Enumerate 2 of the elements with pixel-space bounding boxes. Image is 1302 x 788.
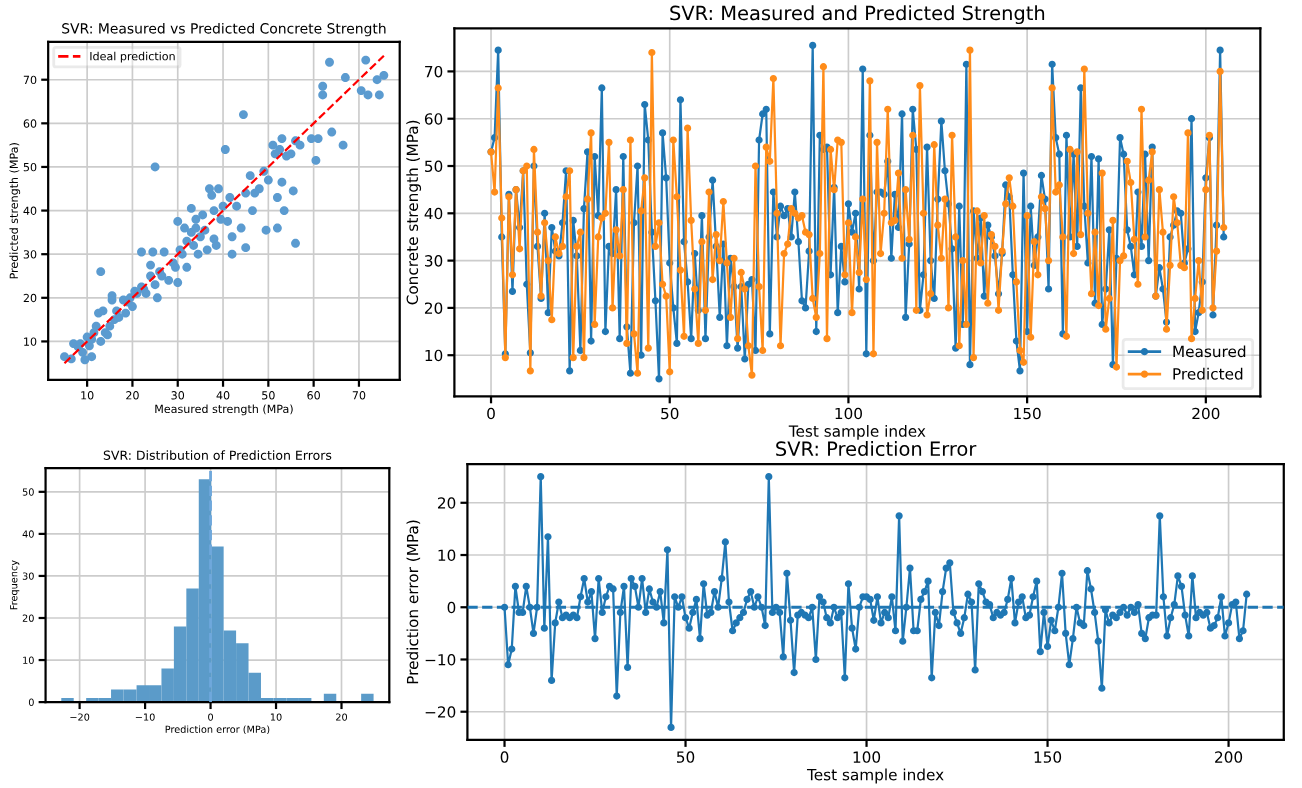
chart-title: SVR: Measured and Predicted Strength bbox=[670, 5, 1045, 25]
chart-title: SVR: Prediction Error bbox=[776, 441, 977, 457]
